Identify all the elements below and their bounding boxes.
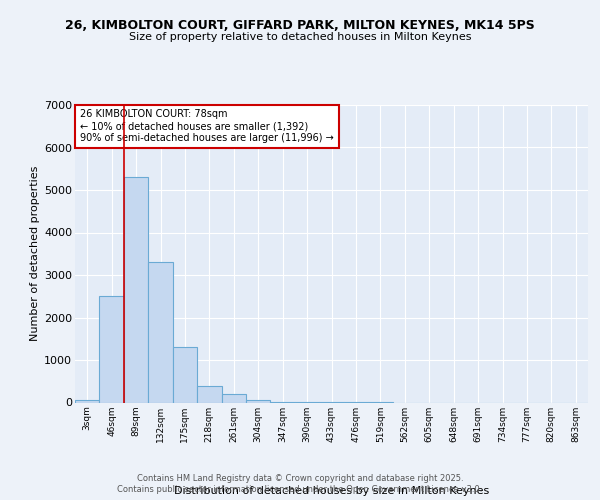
Bar — [75, 400, 100, 402]
Bar — [148, 262, 173, 402]
Bar — [124, 178, 148, 402]
Bar — [221, 394, 246, 402]
Bar — [197, 386, 221, 402]
X-axis label: Distribution of detached houses by size in Milton Keynes: Distribution of detached houses by size … — [174, 486, 489, 496]
Bar — [246, 400, 271, 402]
Bar — [173, 347, 197, 403]
Text: 26, KIMBOLTON COURT, GIFFARD PARK, MILTON KEYNES, MK14 5PS: 26, KIMBOLTON COURT, GIFFARD PARK, MILTO… — [65, 19, 535, 32]
Text: 26 KIMBOLTON COURT: 78sqm
← 10% of detached houses are smaller (1,392)
90% of se: 26 KIMBOLTON COURT: 78sqm ← 10% of detac… — [80, 110, 334, 142]
Text: Size of property relative to detached houses in Milton Keynes: Size of property relative to detached ho… — [129, 32, 471, 42]
Text: Contains HM Land Registry data © Crown copyright and database right 2025.
Contai: Contains HM Land Registry data © Crown c… — [118, 474, 482, 494]
Y-axis label: Number of detached properties: Number of detached properties — [30, 166, 40, 342]
Bar — [100, 296, 124, 403]
